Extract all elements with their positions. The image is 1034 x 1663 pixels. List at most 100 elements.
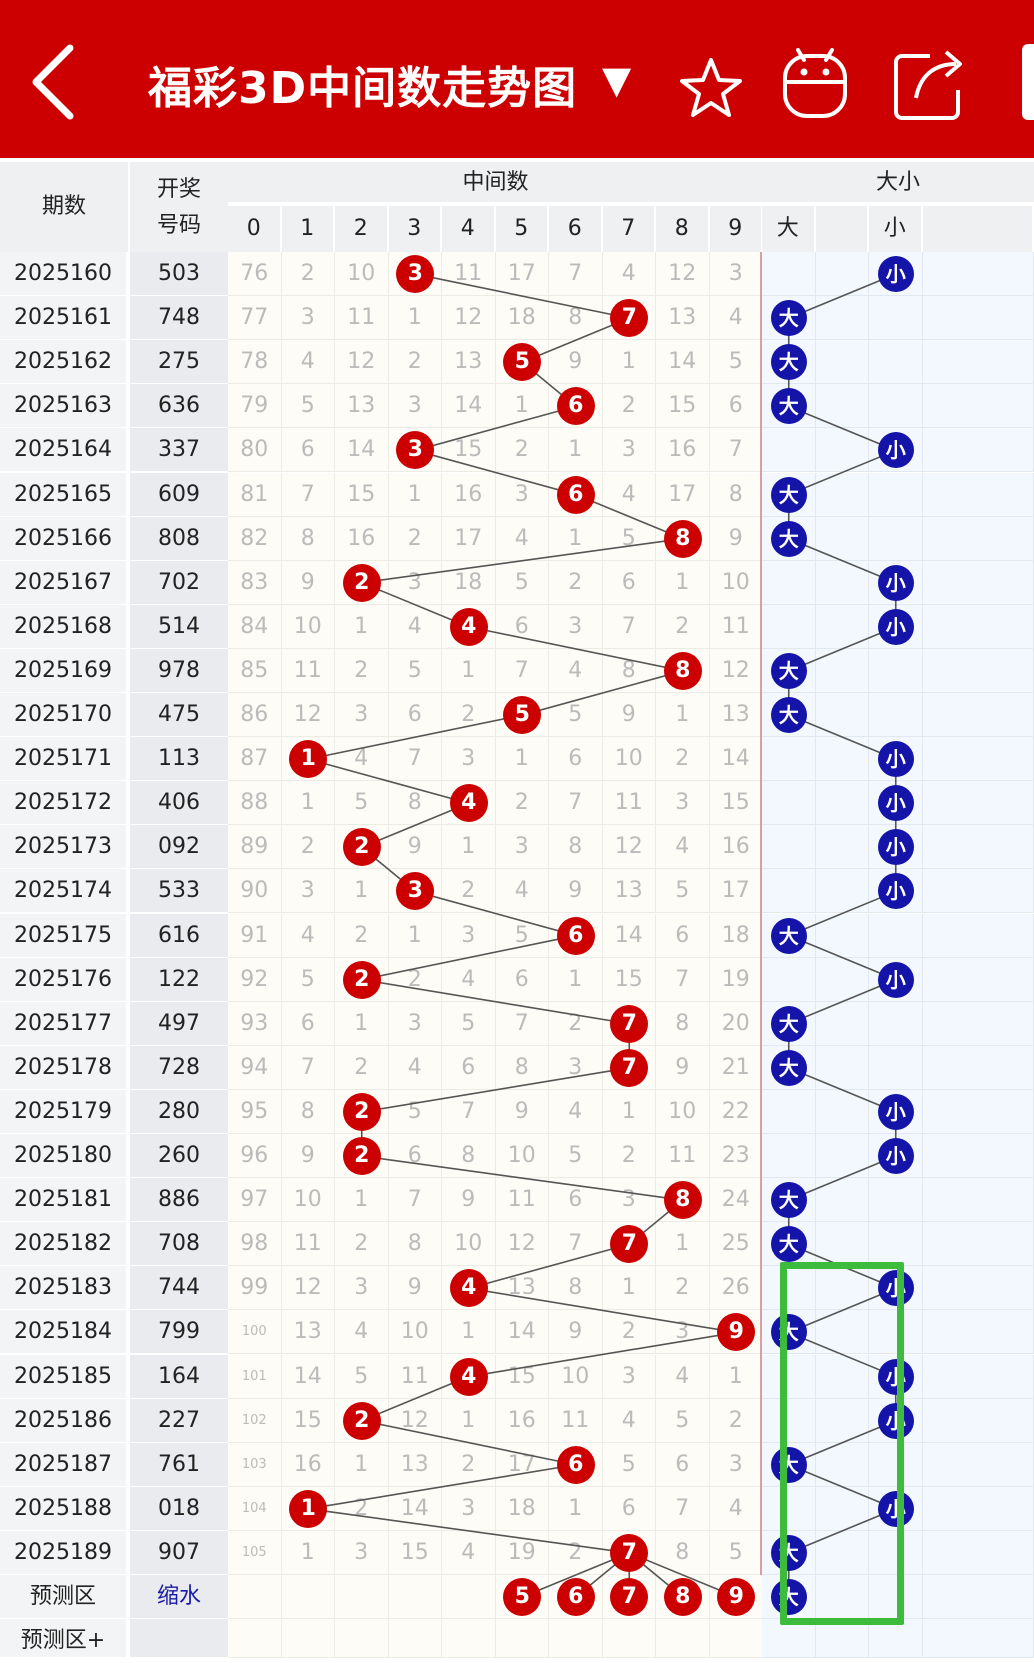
size-cell: [869, 473, 923, 517]
size-cell: [762, 781, 816, 825]
miss-count-cell: 5: [603, 517, 657, 561]
miss-count-cell: 7: [603, 605, 657, 649]
miss-count-cell: 6: [389, 1134, 443, 1178]
size-cell: [869, 1178, 923, 1222]
size-cell: [923, 1134, 1034, 1178]
miss-count-cell: 3: [389, 1002, 443, 1046]
small-ball: 小: [878, 565, 914, 601]
miss-count-cell: 8: [282, 517, 336, 561]
size-cell: [816, 1222, 870, 1266]
miss-count-cell: 3: [389, 384, 443, 428]
mid-ball: 2: [343, 961, 381, 999]
miss-count-cell: 1: [335, 1443, 389, 1487]
miss-count-cell: 81: [228, 473, 282, 517]
draw-number-cell: 406: [130, 781, 228, 825]
miss-count-cell: 1: [442, 649, 496, 693]
miss-count-cell: 3: [603, 1355, 657, 1399]
dropdown-arrow-icon[interactable]: ▼: [602, 58, 631, 102]
size-cell: [762, 1266, 816, 1310]
small-ball: 小: [878, 1359, 914, 1395]
miss-count-cell: 92: [228, 958, 282, 1002]
size-cell: [923, 737, 1034, 781]
mid-ball: 6: [557, 387, 595, 425]
miss-count-cell: 2: [282, 252, 336, 296]
miss-count-cell: 1: [603, 1090, 657, 1134]
miss-count-cell: 15: [710, 781, 764, 825]
miss-count-cell: 5: [549, 693, 603, 737]
miss-count-cell: 3: [710, 252, 764, 296]
miss-count-cell: 4: [282, 340, 336, 384]
size-cell: [762, 1355, 816, 1399]
size-cell: [816, 1487, 870, 1531]
miss-count-cell: 91: [228, 914, 282, 958]
miss-count-cell: 6: [496, 605, 550, 649]
size-cell: [762, 1487, 816, 1531]
miss-count-cell: 12: [282, 693, 336, 737]
size-cell: [923, 649, 1034, 693]
predict-label: 预测区: [0, 1575, 128, 1619]
mid-ball: 8: [664, 652, 702, 690]
miss-count-cell: 24: [710, 1178, 764, 1222]
draw-number-cell: 475: [130, 693, 228, 737]
miss-count-cell: 7: [656, 958, 710, 1002]
size-cell: [816, 914, 870, 958]
miss-count-cell: 1: [335, 869, 389, 913]
miss-count-cell: 105: [228, 1531, 282, 1575]
miss-count-cell: 15: [442, 428, 496, 472]
mid-ball: 6: [557, 1446, 595, 1484]
back-arrow-icon[interactable]: [26, 42, 86, 122]
miss-count-cell: 1: [656, 1222, 710, 1266]
miss-count-cell: 82: [228, 517, 282, 561]
miss-count-cell: 3: [442, 737, 496, 781]
android-icon[interactable]: [780, 36, 850, 126]
miss-count-cell: 2: [549, 561, 603, 605]
predict-plus-cell: [442, 1619, 496, 1658]
share-icon[interactable]: [890, 36, 970, 126]
miss-count-cell: 9: [389, 825, 443, 869]
miss-count-cell: 5: [549, 1134, 603, 1178]
miss-count-cell: 10: [389, 1310, 443, 1354]
miss-count-cell: 5: [656, 869, 710, 913]
draw-number-cell: 907: [130, 1531, 228, 1575]
predict-cell: [282, 1575, 336, 1619]
miss-count-cell: 2: [656, 737, 710, 781]
miss-count-cell: 2: [496, 781, 550, 825]
miss-count-cell: 96: [228, 1134, 282, 1178]
miss-count-cell: 3: [549, 605, 603, 649]
period-cell: 2025181: [0, 1178, 128, 1222]
big-ball: 大: [771, 1182, 807, 1218]
miss-count-cell: 4: [603, 1399, 657, 1443]
period-cell: 2025188: [0, 1487, 128, 1531]
small-ball: 小: [878, 609, 914, 645]
title-bar: 福彩3D中间数走势图 ▼: [0, 0, 1034, 158]
period-cell: 2025165: [0, 473, 128, 517]
predict-value[interactable]: 缩水: [130, 1575, 228, 1619]
size-cell: [869, 649, 923, 693]
mid-ball: 4: [450, 784, 488, 822]
miss-count-cell: 11: [282, 649, 336, 693]
digit-header: 6: [549, 206, 603, 252]
miss-count-cell: 11: [282, 1222, 336, 1266]
miss-count-cell: 16: [710, 825, 764, 869]
draw-number-cell: 113: [130, 737, 228, 781]
period-cell: 2025182: [0, 1222, 128, 1266]
miss-count-cell: 13: [389, 1443, 443, 1487]
miss-count-cell: 12: [442, 296, 496, 340]
miss-count-cell: 2: [603, 384, 657, 428]
predict-plus-size-cell: [923, 1619, 1034, 1658]
star-icon[interactable]: [676, 36, 746, 126]
miss-count-cell: 7: [282, 1046, 336, 1090]
mid-ball: 6: [557, 476, 595, 514]
big-ball: 大: [771, 697, 807, 733]
draw-number-cell: 164: [130, 1355, 228, 1399]
draw-number-cell: 337: [130, 428, 228, 472]
miss-count-cell: 8: [442, 1134, 496, 1178]
mid-ball: 1: [289, 1490, 327, 1528]
miss-count-cell: 14: [496, 1310, 550, 1354]
big-ball: 大: [771, 1314, 807, 1350]
miss-count-cell: 1: [496, 737, 550, 781]
page-title[interactable]: 福彩3D中间数走势图: [148, 52, 577, 116]
size-cell: [923, 1046, 1034, 1090]
mid-ball: 7: [610, 1049, 648, 1087]
menu-tab[interactable]: [1022, 44, 1034, 120]
